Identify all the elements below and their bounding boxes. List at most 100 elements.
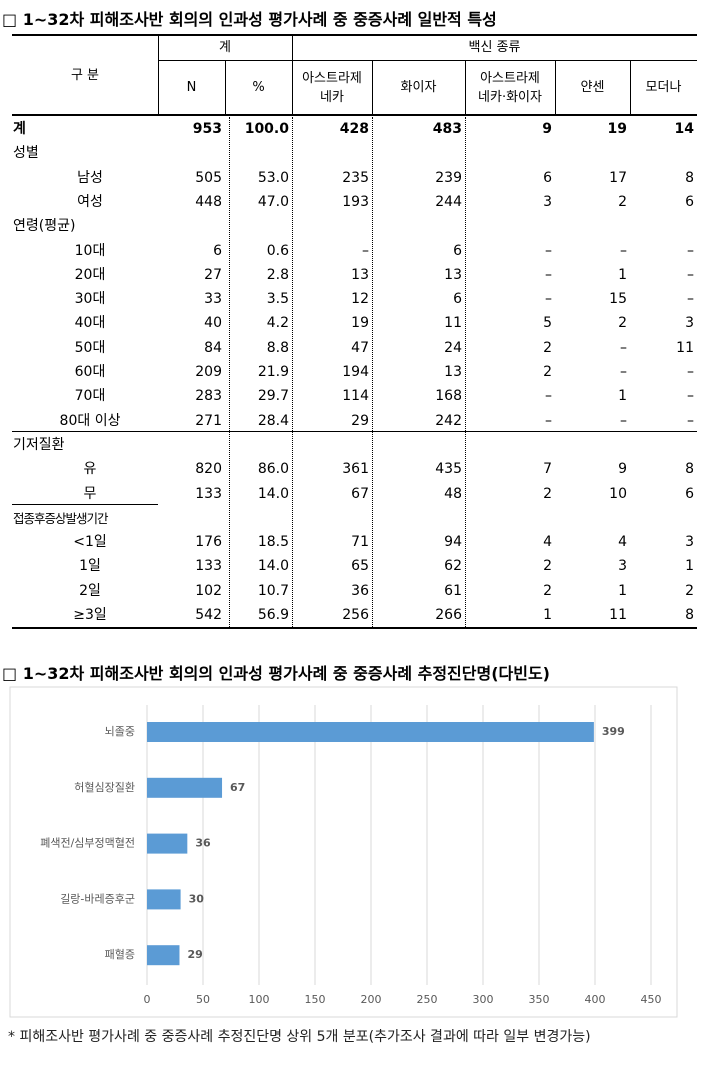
row-label: 기저질환: [13, 436, 65, 453]
cell: 18.5: [257, 534, 289, 551]
row-label: 여성: [77, 193, 103, 210]
cell: 14: [674, 121, 694, 137]
x-tick-label: 50: [196, 993, 210, 1006]
cell: 0.6: [266, 242, 289, 259]
rule: [225, 60, 226, 115]
cell: –: [687, 266, 694, 283]
cell: 13: [444, 266, 462, 283]
cell: 6: [543, 169, 552, 186]
cell: 235: [342, 169, 369, 186]
bar: [147, 945, 180, 966]
row-label: 접종후증상발생기간: [13, 510, 109, 526]
header-cell: 구 분: [70, 67, 100, 83]
cell: 13: [444, 364, 462, 380]
cell: 47: [351, 339, 369, 356]
cell: 2: [618, 193, 627, 210]
row-label: 2일: [79, 582, 101, 599]
cell: 1: [618, 388, 627, 405]
cell: –: [620, 242, 627, 259]
cell: 9: [618, 461, 627, 478]
cell: –: [687, 242, 694, 259]
row-label: <1일: [73, 534, 107, 551]
cell: 11: [444, 315, 462, 332]
cell: –: [362, 242, 369, 259]
cell: –: [687, 364, 694, 380]
cell: –: [545, 266, 552, 283]
cell: 86.0: [257, 461, 289, 478]
x-tick-label: 100: [249, 993, 270, 1006]
rule: [630, 60, 631, 115]
cell: 133: [195, 485, 222, 502]
cell: 1: [543, 607, 552, 623]
y-tick-label: 허혈심장질환: [74, 780, 135, 794]
cell: 271: [195, 412, 222, 429]
y-tick-label: 뇌졸중: [105, 725, 135, 738]
header-cell: 화이자: [400, 80, 437, 95]
rule: [12, 114, 697, 116]
rule: [555, 60, 556, 115]
row-label: ≥3일: [73, 607, 107, 623]
cell: –: [620, 339, 627, 356]
cell: 84: [204, 339, 222, 356]
cell: 3: [618, 558, 627, 575]
cell: 133: [195, 558, 222, 575]
cell: 176: [195, 534, 222, 551]
cell: 2.8: [266, 266, 289, 283]
cell: 102: [195, 582, 222, 599]
cell: 10.7: [257, 582, 289, 599]
row-label: 남성: [77, 169, 103, 186]
header-cell: 모더나: [645, 80, 682, 95]
cell: 1: [685, 558, 694, 575]
cell: 2: [543, 485, 552, 502]
bar: [147, 889, 181, 910]
row-label: 70대: [74, 388, 106, 405]
cell: 56.9: [257, 607, 289, 623]
cell: –: [545, 242, 552, 259]
rule: [292, 117, 293, 628]
x-tick-label: 150: [305, 993, 326, 1006]
cell: 483: [432, 121, 462, 137]
data-label: 399: [602, 725, 625, 738]
cell: 542: [195, 607, 222, 623]
cell: 168: [435, 388, 462, 405]
header-cell: %: [252, 80, 265, 95]
cell: 428: [339, 121, 369, 137]
cell: 6: [685, 193, 694, 210]
cell: 62: [444, 558, 462, 575]
rule: [12, 430, 697, 432]
row-label: 유: [83, 461, 97, 478]
cell: –: [687, 388, 694, 405]
row-label: 20대: [74, 266, 106, 283]
rule: [372, 60, 373, 115]
cell: 2: [685, 582, 694, 599]
cell: 6: [213, 242, 222, 259]
cell: 100.0: [244, 121, 289, 137]
cell: 40: [204, 315, 222, 332]
cell: 256: [342, 607, 369, 623]
header-cell: 얀센: [580, 80, 605, 95]
cell: 283: [195, 388, 222, 405]
x-tick-label: 250: [417, 993, 438, 1006]
row-label: 40대: [74, 315, 106, 332]
cell: 6: [453, 291, 462, 308]
cell: 65: [351, 558, 369, 575]
cell: 9: [542, 121, 552, 137]
rule: [12, 627, 697, 630]
cell: 12: [351, 291, 369, 308]
cell: 2: [543, 339, 552, 356]
cell: 15: [609, 291, 627, 308]
y-tick-label: 패혈증: [105, 947, 135, 961]
cell: 193: [342, 193, 369, 210]
rule: [292, 35, 293, 115]
bar: [147, 777, 223, 798]
cell: 19: [351, 315, 369, 332]
cell: 6: [453, 242, 462, 259]
cell: 194: [342, 364, 369, 380]
y-tick-label: 길랑-바레증후군: [60, 892, 135, 905]
cell: 11: [609, 607, 627, 623]
header-cell: 아스트라제 네카: [302, 70, 362, 105]
cell: –: [687, 412, 694, 429]
cell: 4: [543, 534, 552, 551]
cell: 19: [607, 121, 627, 137]
